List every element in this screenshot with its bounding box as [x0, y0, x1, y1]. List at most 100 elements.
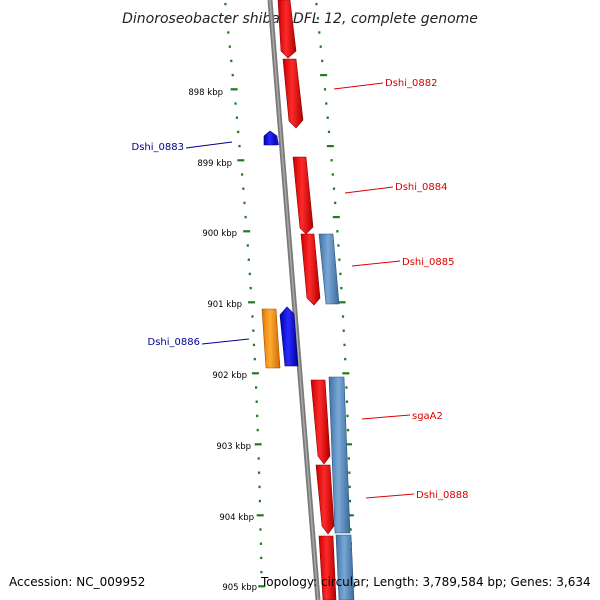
- scale-tick-major: [320, 74, 328, 77]
- scale-dot: [332, 187, 336, 190]
- scale-dot: [256, 428, 259, 432]
- gene-Dshi_0884[interactable]: [292, 156, 314, 235]
- scale-dot: [323, 88, 327, 91]
- scale-dot: [341, 315, 345, 318]
- kbp-label-900: 900 kbp: [202, 229, 237, 239]
- scale-dot: [248, 272, 251, 276]
- leader-Dshi_0882: [333, 82, 384, 90]
- gene-Dshi_0886[interactable]: [279, 306, 299, 367]
- scale-dot: [257, 457, 260, 460]
- feature-steel-1[interactable]: [318, 233, 340, 305]
- scale-dot: [338, 258, 341, 261]
- scale-dot: [259, 528, 262, 531]
- feature-steel-3[interactable]: [335, 534, 355, 600]
- scale-dot: [348, 499, 352, 503]
- feature-steel-2[interactable]: [328, 376, 351, 534]
- gene-Dshi_0885[interactable]: [300, 233, 321, 306]
- scale-dot: [258, 485, 261, 489]
- label-Dshi_0888[interactable]: Dshi_0888: [416, 490, 468, 501]
- label-Dshi_0886[interactable]: Dshi_0886: [148, 337, 200, 348]
- scale-dot: [318, 31, 321, 34]
- scale-dot: [347, 457, 350, 460]
- scale-dot: [342, 329, 345, 332]
- scale-dot: [349, 528, 352, 531]
- scale-dot: [231, 73, 234, 77]
- gene-sgaA2[interactable]: [310, 379, 331, 465]
- scale-dot: [241, 173, 244, 176]
- scale-dot: [227, 31, 230, 34]
- scale-dot: [340, 286, 343, 290]
- leader-Dshi_0888: [365, 493, 415, 499]
- scale-dot: [252, 329, 255, 332]
- accession-text: Accession: NC_009952: [9, 575, 146, 589]
- map-title: Dinoroseobacter shibae DFL 12, complete …: [122, 11, 478, 27]
- scale-tick-major: [332, 216, 340, 219]
- scale-tick-major: [345, 443, 352, 446]
- genome-backbone-highlight: [269, 0, 319, 600]
- scale-dot: [321, 59, 324, 63]
- scale-dot: [246, 244, 249, 247]
- leader-Dshi_0884: [344, 186, 394, 194]
- label-Dshi_0882[interactable]: Dshi_0882: [385, 78, 437, 89]
- scale-dot: [348, 485, 351, 489]
- scale-dot: [260, 570, 263, 574]
- scale-tick-major: [326, 145, 334, 148]
- kbp-label-901: 901 kbp: [207, 300, 242, 310]
- gene-forward-top[interactable]: [277, 0, 297, 59]
- scale-dot: [244, 215, 247, 219]
- scale-tick-major: [251, 372, 259, 375]
- scale-dot: [337, 244, 340, 247]
- feature-orange[interactable]: [261, 308, 281, 369]
- gene-Dshi_0888[interactable]: [315, 464, 335, 535]
- scale-dot: [234, 102, 237, 105]
- scale-tick-major: [342, 372, 350, 375]
- leader-Dshi_0886: [201, 338, 250, 345]
- scale-tick-major: [248, 301, 256, 304]
- scale-tick-major: [338, 301, 346, 304]
- label-Dshi_0884[interactable]: Dshi_0884: [395, 182, 447, 193]
- kbp-label-904: 904 kbp: [219, 513, 254, 523]
- scale-tick-major: [256, 514, 264, 517]
- scale-dot: [344, 357, 347, 361]
- kbp-label-902: 902 kbp: [212, 371, 247, 381]
- scale-dot: [258, 499, 261, 503]
- scale-dot: [228, 45, 231, 48]
- scale-dot: [242, 187, 245, 190]
- scale-dot: [331, 173, 334, 176]
- scale-tick-major: [258, 585, 266, 588]
- scale-dot: [315, 2, 318, 6]
- gene-forward-bottom[interactable]: [318, 535, 337, 600]
- scale-dot: [255, 386, 258, 389]
- kbp-label-903: 903 kbp: [216, 442, 251, 452]
- scale-dot: [346, 414, 349, 418]
- scale-dot: [235, 116, 238, 119]
- label-sgaA2[interactable]: sgaA2: [412, 411, 443, 422]
- scale-ring-dotted: [224, 2, 266, 588]
- scale-dot: [319, 45, 322, 48]
- scale-tick-major: [346, 514, 354, 517]
- label-Dshi_0883[interactable]: Dshi_0883: [132, 142, 184, 153]
- scale-dot: [253, 357, 256, 361]
- scale-dot: [259, 542, 262, 545]
- scale-dot: [339, 272, 342, 276]
- scale-dot: [327, 130, 331, 134]
- kbp-label-905: 905 kbp: [222, 583, 257, 593]
- scale-dot: [260, 556, 263, 560]
- scale-dot: [237, 130, 240, 134]
- scale-dot: [255, 400, 258, 403]
- scale-dot: [249, 286, 252, 290]
- scale-dot: [343, 343, 346, 347]
- kbp-label-899: 899 kbp: [197, 159, 232, 169]
- scale-dot: [316, 17, 319, 20]
- scale-tick-major: [237, 159, 245, 162]
- gene-Dshi_0882[interactable]: [282, 58, 304, 129]
- genome-stats-text: Topology: circular; Length: 3,789,584 bp…: [261, 575, 591, 589]
- scale-dot: [238, 144, 241, 148]
- label-Dshi_0885[interactable]: Dshi_0885: [402, 257, 454, 268]
- leader-sgaA2: [361, 414, 411, 420]
- scale-tick-major: [254, 443, 262, 446]
- scale-dot: [251, 315, 254, 318]
- gene-Dshi_0883[interactable]: [263, 130, 279, 146]
